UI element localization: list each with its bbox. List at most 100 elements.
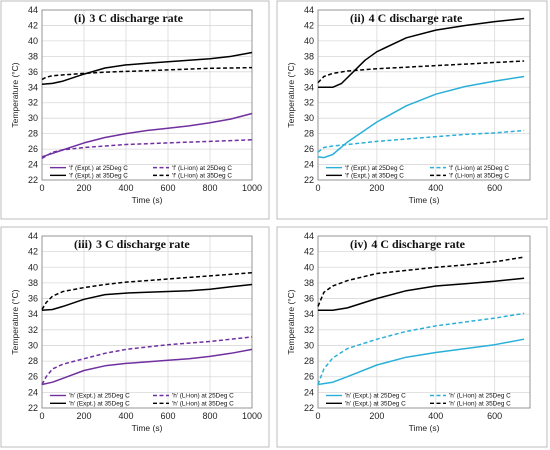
y-tick-label: 34 <box>28 309 38 319</box>
y-tick-label: 24 <box>28 160 38 170</box>
legend-entry: 'f' (Expt.) at 35Deg C <box>345 173 404 180</box>
chart-title-number: (iii) <box>74 237 92 251</box>
y-tick-label: 36 <box>28 294 38 304</box>
chart-panel-i: 22 24 26 28 30 32 34 36 38 40 42 44 0 200 400 600 800 100… <box>0 0 270 220</box>
y-tick-label: 38 <box>28 51 38 61</box>
legend-entry: 'f' (Li-ion) at 35Deg C <box>172 173 232 180</box>
legend-entry: 'h' (Expt.) at 35Deg C <box>345 401 406 408</box>
y-tick-label: 38 <box>28 278 38 288</box>
y-tick-label: 30 <box>28 340 38 350</box>
legend-entry: 'h' (Li-ion) at 25Deg C <box>449 393 511 400</box>
y-tick-label: 44 <box>304 231 314 241</box>
chart-title: (ii) 4 C discharge rate <box>350 11 463 25</box>
series-line <box>317 60 525 84</box>
x-tick-label: 1000 <box>242 411 262 421</box>
y-tick-label: 44 <box>28 231 38 241</box>
y-axis-label: Temperature (°C) <box>10 289 20 354</box>
plot-area <box>41 235 253 409</box>
series-line <box>41 283 253 312</box>
y-axis-label: Temperature (°C) <box>10 62 20 127</box>
y-tick-label: 40 <box>304 36 314 46</box>
y-tick-label: 32 <box>28 98 38 108</box>
x-tick-label: 600 <box>160 411 175 421</box>
chart-title: (iv) 4 C discharge rate <box>350 237 466 251</box>
y-tick-label: 44 <box>304 5 314 15</box>
y-tick-label: 42 <box>304 247 314 257</box>
chart-panel-iii: 22 24 26 28 30 32 34 36 38 40 42 44 0 200 400 600 800 100… <box>0 226 270 448</box>
y-tick-label: 36 <box>28 67 38 77</box>
y-tick-label: 42 <box>28 247 38 257</box>
y-tick-label: 34 <box>304 309 314 319</box>
series-line <box>41 51 253 85</box>
legend-entry: 'f' (Li-ion) at 35Deg C <box>449 173 509 180</box>
chart-panel-ii: 22 24 26 28 30 32 34 36 38 40 42 44 0 200 400 600 Time (… <box>276 0 548 220</box>
chart-panel-iv: 22 24 26 28 30 32 34 36 38 40 42 44 0 200 400 600 Time (… <box>276 226 548 448</box>
x-tick-label: 600 <box>160 183 175 193</box>
y-tick-label: 26 <box>28 372 38 382</box>
y-tick-label: 30 <box>28 113 38 123</box>
legend-entry: 'h' (Expt.) at 35Deg C <box>69 401 130 408</box>
chart-svg: 22 24 26 28 30 32 34 36 38 40 42 44 0 200 400 600 Time (… <box>276 226 548 448</box>
legend-entry: 'h' (Li-ion) at 35Deg C <box>449 401 511 408</box>
y-tick-label: 38 <box>304 278 314 288</box>
x-tick-label: 0 <box>315 411 320 421</box>
x-tick-label: 200 <box>369 183 384 193</box>
chart-title-number: (iv) <box>350 237 367 251</box>
y-tick-label: 26 <box>304 372 314 382</box>
y-tick-label: 22 <box>304 403 314 413</box>
y-tick-label: 30 <box>304 340 314 350</box>
x-tick-label: 600 <box>487 411 502 421</box>
plot-area <box>41 9 253 181</box>
y-tick-label: 34 <box>28 82 38 92</box>
y-tick-label: 22 <box>28 403 38 413</box>
series-line <box>41 112 253 158</box>
y-tick-label: 30 <box>304 113 314 123</box>
chart-title-text: 4 C discharge rate <box>369 11 463 25</box>
plot-area <box>317 9 531 181</box>
series-line <box>317 338 525 386</box>
y-tick-label: 44 <box>28 5 38 15</box>
x-axis-label: Time (s) <box>409 195 440 205</box>
x-tick-label: 800 <box>202 183 217 193</box>
y-tick-label: 38 <box>304 51 314 61</box>
y-tick-label: 42 <box>28 20 38 30</box>
legend-entry: 'h' (Expt.) at 25Deg C <box>345 393 406 400</box>
legend-entry: 'h' (Li-ion) at 25Deg C <box>172 393 234 400</box>
x-tick-label: 200 <box>369 411 384 421</box>
y-tick-label: 28 <box>304 356 314 366</box>
y-tick-label: 26 <box>304 144 314 154</box>
legend-entry: 'f' (Expt.) at 35Deg C <box>69 173 128 180</box>
x-tick-label: 0 <box>39 183 44 193</box>
series-line <box>41 66 253 81</box>
panel-frame <box>0 0 270 220</box>
y-tick-label: 40 <box>28 262 38 272</box>
legend-entry: 'h' (Li-ion) at 35Deg C <box>172 401 234 408</box>
x-tick-label: 400 <box>118 411 133 421</box>
y-tick-label: 24 <box>304 160 314 170</box>
y-tick-label: 34 <box>304 82 314 92</box>
x-tick-label: 400 <box>118 183 133 193</box>
panel-frame <box>0 226 270 448</box>
chart-svg: 22 24 26 28 30 32 34 36 38 40 42 44 0 200 400 600 800 100… <box>0 0 270 220</box>
y-tick-label: 40 <box>28 36 38 46</box>
y-axis-label: Temperature (°C) <box>286 62 296 127</box>
series-line <box>318 17 525 89</box>
y-tick-label: 42 <box>304 20 314 30</box>
y-tick-label: 24 <box>304 387 314 397</box>
x-axis-label: Time (s) <box>132 195 163 205</box>
x-tick-label: 400 <box>428 411 443 421</box>
chart-title: (i) 3 C discharge rate <box>74 11 184 25</box>
plot-area <box>317 235 531 409</box>
x-tick-label: 200 <box>76 183 91 193</box>
y-tick-label: 40 <box>304 262 314 272</box>
y-tick-label: 26 <box>28 144 38 154</box>
y-tick-label: 22 <box>304 175 314 185</box>
chart-title-number: (i) <box>74 11 85 25</box>
y-tick-label: 32 <box>304 98 314 108</box>
series-line <box>317 312 525 385</box>
y-axis-label: Temperature (°C) <box>286 289 296 354</box>
chart-title-text: 3 C discharge rate <box>96 237 190 251</box>
series-line <box>41 348 253 386</box>
x-tick-label: 1000 <box>242 183 262 193</box>
chart-svg: 22 24 26 28 30 32 34 36 38 40 42 44 0 200 400 600 800 100… <box>0 226 270 448</box>
